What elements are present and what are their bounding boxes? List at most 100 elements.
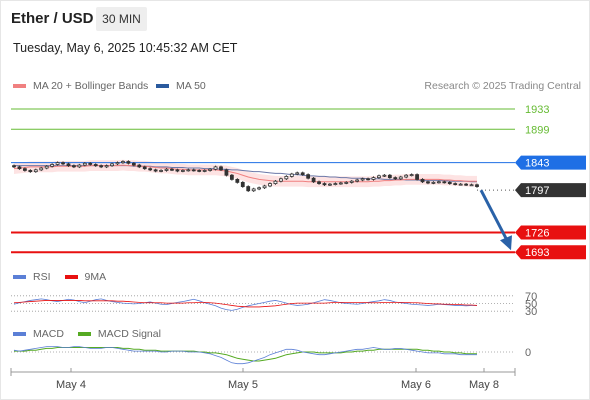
candle-body	[22, 168, 27, 171]
candle-body	[186, 169, 191, 172]
candle-body	[142, 166, 147, 170]
candle-body	[257, 187, 262, 190]
candle-body	[66, 163, 71, 167]
candle-body	[88, 162, 93, 165]
candle-body	[393, 177, 398, 180]
legend-macd-signal-label: MACD Signal	[97, 328, 161, 340]
rsi-level-label-50: 50	[525, 299, 537, 311]
candle-body	[338, 182, 343, 185]
rsi-ma-line	[13, 300, 478, 308]
candle-body	[170, 168, 174, 171]
candle-body	[93, 164, 98, 167]
forecast-arrow-head	[500, 235, 512, 251]
candle-body	[110, 163, 114, 167]
candle-body	[159, 170, 163, 172]
timeframe-button[interactable]: 30 MIN	[96, 7, 147, 31]
resistance-label-1933: 1933	[525, 104, 549, 116]
rsi-swatch	[13, 275, 26, 279]
candle-body	[72, 165, 76, 168]
support-tag-1693	[515, 245, 586, 260]
candle-body	[131, 162, 136, 166]
rsi-ma-swatch	[64, 275, 78, 279]
candle-body	[371, 177, 376, 180]
candle-body	[115, 162, 120, 165]
legend-macd: MACD MACD Signal	[13, 328, 161, 340]
candle-body	[104, 165, 109, 168]
candle-body	[453, 183, 458, 185]
instrument-title: Ether / USD	[11, 10, 94, 27]
candle-body	[39, 167, 44, 171]
macd-zero-label: 0	[525, 347, 531, 359]
legend-rsi-label: RSI	[33, 271, 51, 283]
legend-rsi-ma-label: 9MA	[84, 271, 107, 283]
candle-body	[322, 183, 327, 186]
current-tag-1797	[515, 183, 586, 198]
candle-body	[246, 186, 251, 192]
candle-body	[268, 183, 272, 187]
candle-body	[121, 161, 125, 164]
candle-body	[355, 179, 360, 182]
candle-body	[442, 181, 447, 184]
macd-signal-swatch	[77, 332, 91, 336]
candle-body	[289, 173, 294, 177]
candle-body	[137, 164, 142, 168]
candle-body	[82, 162, 87, 166]
credit-text: Research © 2025 Trading Central	[424, 80, 581, 92]
candle-body	[202, 170, 207, 172]
candle-body	[28, 170, 33, 173]
candle-body	[44, 165, 49, 169]
candle-body	[360, 178, 365, 181]
legend-ma20: MA 20 + Bollinger Bands	[13, 80, 148, 92]
candle-body	[197, 170, 202, 172]
legend-ma20-label: MA 20 + Bollinger Bands	[33, 80, 149, 92]
candle-body	[235, 179, 240, 183]
legend-ma50-label: MA 50	[176, 80, 206, 92]
candle-body	[55, 162, 60, 165]
candle-body	[17, 166, 22, 170]
candle-body	[240, 181, 245, 187]
candle-body	[415, 174, 419, 180]
candle-body	[153, 169, 158, 172]
x-tick-label: May 5	[228, 379, 258, 391]
candle-body	[164, 168, 169, 171]
candle-body	[284, 176, 289, 180]
candle-body	[148, 168, 153, 171]
candle-body	[436, 181, 441, 184]
candle-body	[404, 174, 409, 178]
candle-body	[77, 164, 82, 168]
pivot-tag-1843	[515, 155, 586, 170]
candle-body	[464, 183, 469, 186]
support-tag-1726	[515, 225, 586, 240]
resistance-label-1899: 1899	[525, 124, 549, 136]
candle-body	[447, 181, 452, 184]
candle-body	[311, 177, 316, 183]
candle-body	[262, 185, 267, 189]
candle-body	[61, 162, 65, 165]
ma20-line	[13, 164, 477, 183]
macd-line	[13, 346, 477, 365]
candle-body	[349, 180, 354, 183]
candle-body	[306, 174, 311, 179]
candle-body	[180, 170, 185, 172]
candle-body	[317, 181, 321, 184]
current-label-1797: 1797	[525, 185, 549, 197]
x-tick-label: May 6	[401, 379, 431, 391]
candle-body	[273, 180, 278, 184]
support-label-1693: 1693	[525, 247, 549, 259]
candle-body	[295, 172, 300, 175]
pivot-label-1843: 1843	[525, 158, 549, 170]
candle-body	[328, 183, 332, 186]
candle-body	[344, 181, 349, 184]
macd-signal-line	[14, 347, 477, 362]
candle-body	[99, 165, 104, 168]
macd-swatch	[13, 332, 26, 336]
candle-body	[409, 174, 414, 177]
candle-body	[251, 188, 256, 192]
support-label-1726: 1726	[525, 228, 549, 240]
x-tick-label: May 4	[56, 379, 86, 391]
candle-body	[469, 184, 474, 187]
candle-body	[475, 184, 479, 187]
candle-body	[50, 164, 55, 167]
candle-body	[431, 181, 436, 184]
candle-body	[382, 174, 387, 177]
